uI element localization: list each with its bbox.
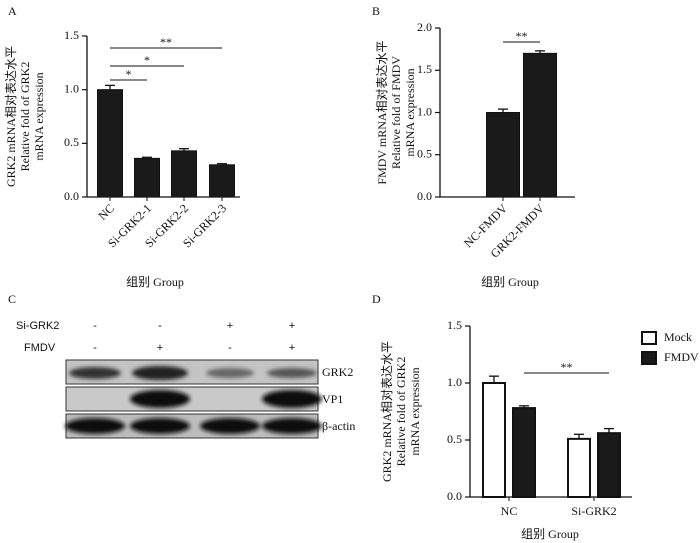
band [65, 418, 125, 434]
significance-label: * [126, 67, 132, 81]
bar [97, 89, 123, 198]
band-label: GRK2 [322, 365, 353, 379]
western-blot: C [8, 292, 322, 439]
y-tick-label: 0.5 [447, 432, 462, 446]
y-tick-label: 0.0 [417, 189, 432, 203]
y-axis-title: Relative fold of GRK2 [394, 357, 408, 467]
y-axis-title: mRNA expression [403, 68, 417, 156]
band [132, 366, 188, 380]
band [130, 390, 190, 408]
condition-sign: + [289, 320, 295, 332]
x-axis-title: 组别 Group [126, 275, 184, 289]
y-axis-title: mRNA expression [408, 367, 422, 455]
legend-swatch [641, 331, 657, 345]
panel-letter: A [8, 4, 17, 18]
band [262, 418, 322, 434]
bar [134, 157, 160, 198]
legend-swatch [641, 351, 657, 365]
band [267, 368, 317, 378]
band [69, 367, 121, 379]
y-axis-title: GRK2 mRNA相对表达水平 [4, 46, 18, 187]
x-tick-label: Si-GRK2 [571, 504, 616, 518]
bar [482, 382, 506, 498]
bar [512, 407, 536, 498]
y-tick-label: 1.0 [417, 104, 432, 118]
y-axis-title: FMDV mRNA相对表达水平 [375, 40, 389, 184]
condition-sign: - [93, 342, 97, 354]
legend-label: Mock [664, 330, 692, 344]
y-tick-label: 2.0 [417, 20, 432, 34]
condition-sign: - [93, 320, 97, 332]
band [262, 390, 322, 408]
y-axis-title: GRK2 mRNA相对表达水平 [380, 341, 394, 482]
panel-letter: B [372, 4, 380, 18]
bar [567, 437, 591, 498]
panel-letter: C [8, 292, 16, 306]
y-tick-label: 1.5 [64, 28, 79, 42]
condition-sign: + [157, 342, 163, 354]
band [130, 418, 190, 434]
bands [65, 366, 322, 434]
band-label: β-actin [322, 419, 355, 433]
condition-sign: - [228, 342, 232, 354]
significance-label: ** [561, 360, 573, 374]
y-tick-label: 1.5 [417, 62, 432, 76]
y-tick-label: 1.0 [447, 375, 462, 389]
condition-sign: - [158, 320, 162, 332]
y-tick-label: 0.5 [64, 135, 79, 149]
y-tick-label: 0.0 [64, 189, 79, 203]
y-axis-title: mRNA expression [32, 72, 46, 160]
band [206, 368, 254, 378]
y-axis-title: Relative fold of GRK2 [18, 62, 32, 172]
x-axis-title: 组别 Group [521, 527, 579, 541]
condition-label: FMDV [24, 342, 56, 354]
significance-label: ** [516, 29, 528, 43]
significance-label: * [144, 53, 150, 67]
y-axis-title: Relative fold of FMDV [389, 56, 403, 169]
bar [209, 164, 235, 198]
band [200, 418, 260, 434]
x-tick-label: NC [501, 504, 518, 518]
bar [523, 52, 557, 198]
y-tick-label: 1.0 [64, 81, 79, 95]
panel-letter: D [372, 292, 381, 306]
band-label: VP1 [322, 392, 343, 406]
bar [486, 112, 520, 198]
condition-sign: + [227, 320, 233, 332]
significance-label: ** [160, 35, 172, 49]
x-tick-label: NC [95, 201, 117, 223]
x-axis-title: 组别 Group [481, 275, 539, 289]
bar [171, 150, 197, 198]
y-tick-label: 1.5 [447, 318, 462, 332]
y-tick-label: 0.5 [417, 147, 432, 161]
condition-label: Si-GRK2 [16, 320, 59, 332]
condition-sign: + [289, 342, 295, 354]
legend-label: FMDV [664, 350, 699, 364]
y-tick-label: 0.0 [447, 489, 462, 503]
bar [597, 432, 621, 499]
